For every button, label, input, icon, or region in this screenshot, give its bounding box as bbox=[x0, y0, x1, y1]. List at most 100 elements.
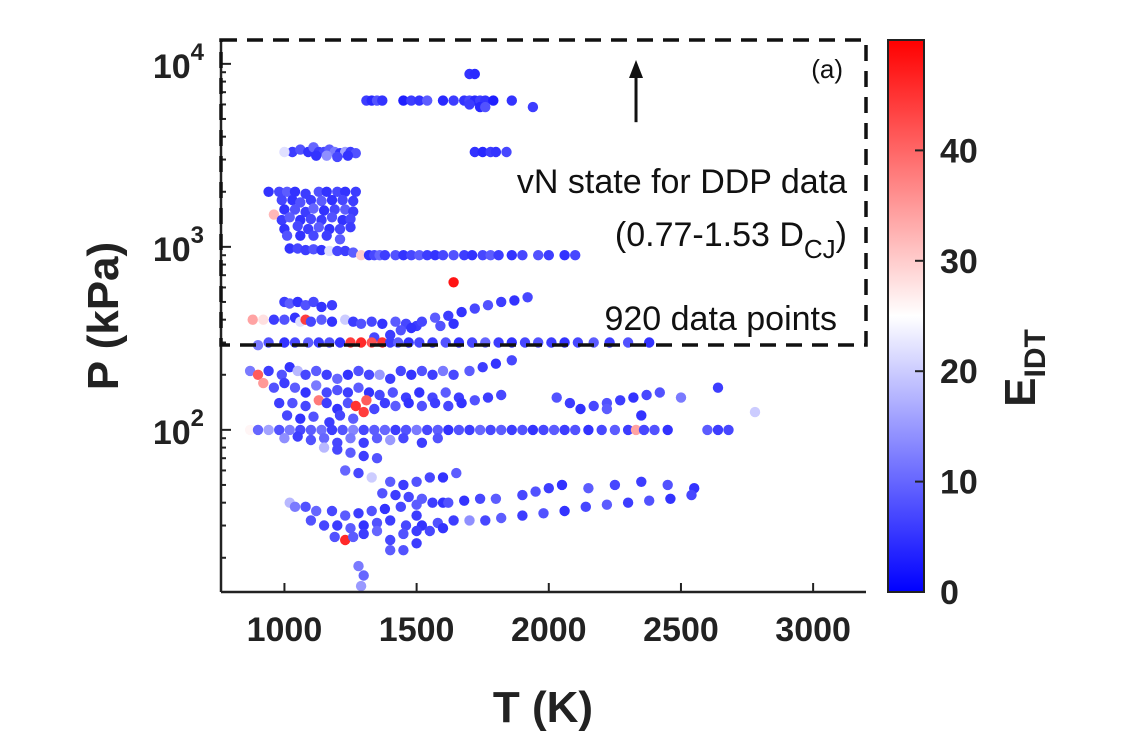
data-point bbox=[287, 397, 298, 409]
data-point bbox=[305, 515, 317, 526]
data-point bbox=[300, 501, 311, 512]
panel-label: (a) bbox=[811, 54, 843, 84]
data-point bbox=[459, 495, 470, 506]
data-point bbox=[366, 472, 377, 483]
data-point bbox=[292, 431, 303, 442]
colorbar bbox=[888, 40, 924, 592]
data-point bbox=[340, 465, 351, 476]
data-point bbox=[358, 406, 369, 418]
data-point bbox=[334, 337, 346, 348]
data-point bbox=[350, 186, 361, 197]
data-point bbox=[424, 525, 435, 537]
data-point bbox=[437, 250, 449, 261]
data-point bbox=[414, 95, 425, 106]
data-point bbox=[464, 365, 475, 377]
data-point bbox=[252, 369, 264, 380]
data-point bbox=[517, 424, 528, 436]
data-point bbox=[538, 424, 549, 436]
data-point bbox=[422, 95, 433, 106]
data-point bbox=[440, 387, 451, 398]
data-point bbox=[496, 424, 507, 436]
data-point bbox=[321, 369, 332, 380]
data-point bbox=[371, 517, 383, 529]
data-point bbox=[443, 424, 454, 436]
data-point bbox=[390, 250, 401, 261]
data-point bbox=[318, 433, 330, 444]
data-point bbox=[300, 400, 311, 412]
data-point bbox=[609, 479, 621, 491]
data-point bbox=[429, 312, 441, 323]
data-point bbox=[274, 424, 285, 436]
data-point bbox=[533, 250, 544, 261]
data-point bbox=[575, 403, 586, 415]
data-point bbox=[427, 369, 438, 380]
data-point bbox=[398, 528, 409, 540]
colorbar-label-sub: IDT bbox=[1019, 329, 1052, 377]
data-point bbox=[686, 489, 697, 501]
data-point bbox=[482, 392, 494, 403]
data-point bbox=[329, 204, 340, 215]
data-point bbox=[390, 400, 401, 412]
data-point bbox=[342, 150, 354, 161]
y-tick-label: 104 bbox=[153, 39, 205, 86]
data-point bbox=[636, 410, 647, 421]
data-point bbox=[400, 520, 412, 531]
data-point bbox=[305, 424, 317, 436]
data-point bbox=[321, 397, 332, 409]
annotation-line-2-prefix: (0.77-1.53 D bbox=[615, 216, 804, 254]
data-point bbox=[377, 488, 388, 499]
data-point bbox=[332, 520, 343, 531]
data-point bbox=[334, 410, 346, 421]
data-point bbox=[348, 247, 359, 258]
data-point bbox=[411, 499, 422, 510]
annotation-line-2-subscript: CJ bbox=[804, 234, 836, 264]
data-point bbox=[453, 424, 465, 436]
x-tick-label: 2000 bbox=[511, 611, 587, 649]
y-tick-label: 103 bbox=[153, 222, 204, 269]
data-point bbox=[390, 489, 401, 501]
data-point bbox=[601, 403, 613, 415]
data-point bbox=[527, 101, 539, 113]
data-point bbox=[274, 186, 285, 197]
data-point bbox=[456, 306, 467, 318]
data-point bbox=[665, 493, 676, 504]
data-point bbox=[654, 387, 665, 398]
data-point bbox=[564, 397, 576, 409]
data-point bbox=[258, 377, 269, 389]
data-point bbox=[316, 244, 327, 256]
annotation-line-1: vN state for DDP data bbox=[517, 163, 847, 201]
data-point bbox=[490, 358, 502, 369]
data-point bbox=[530, 486, 541, 497]
data-point bbox=[348, 413, 359, 424]
data-point bbox=[548, 424, 560, 436]
data-point bbox=[400, 424, 412, 436]
data-point bbox=[615, 395, 626, 406]
x-tick-label: 1500 bbox=[379, 611, 455, 649]
data-point bbox=[490, 493, 502, 504]
data-point bbox=[340, 510, 351, 521]
data-point bbox=[276, 214, 287, 226]
data-point bbox=[414, 337, 425, 348]
data-point bbox=[644, 337, 655, 348]
data-point bbox=[464, 515, 475, 526]
data-point bbox=[363, 387, 375, 398]
data-point bbox=[477, 250, 488, 261]
data-point bbox=[337, 214, 348, 226]
data-point bbox=[300, 369, 311, 380]
data-point bbox=[350, 148, 361, 159]
data-point bbox=[263, 186, 274, 197]
data-point bbox=[435, 320, 446, 332]
data-point bbox=[379, 503, 391, 515]
data-point bbox=[414, 250, 425, 261]
data-point bbox=[609, 424, 621, 436]
data-point bbox=[570, 424, 581, 436]
data-point bbox=[448, 277, 459, 288]
data-point bbox=[305, 316, 317, 327]
data-point bbox=[385, 534, 396, 546]
data-point bbox=[289, 186, 301, 197]
data-point bbox=[287, 146, 298, 158]
data-point bbox=[628, 392, 639, 403]
data-point bbox=[559, 424, 570, 436]
data-point bbox=[340, 186, 351, 197]
data-point bbox=[279, 377, 290, 389]
